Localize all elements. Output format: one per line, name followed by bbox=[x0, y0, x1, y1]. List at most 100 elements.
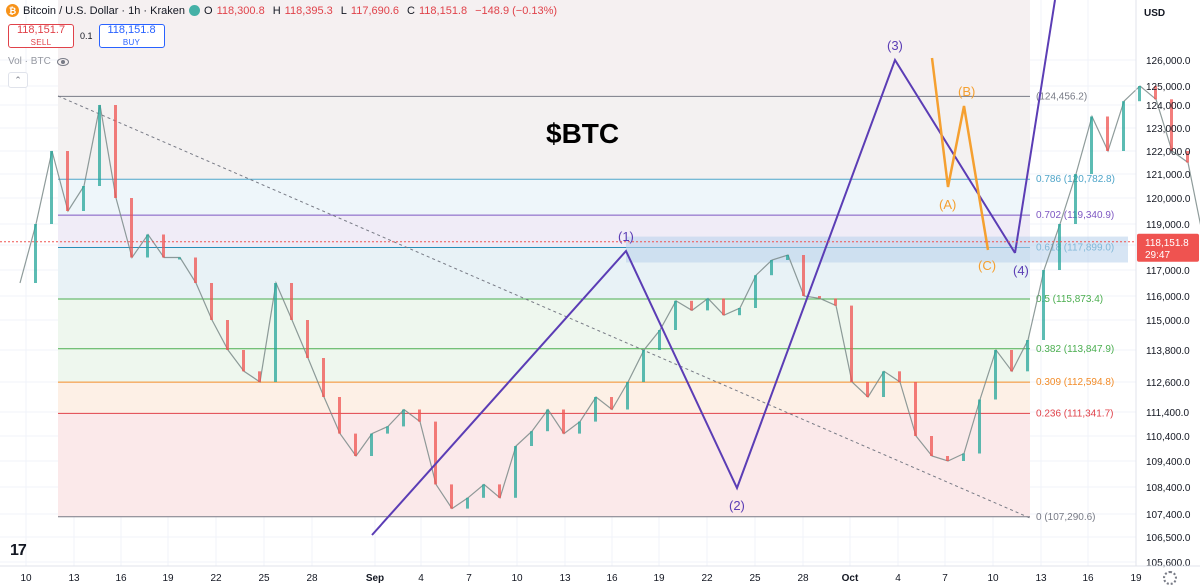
price-tick-label: 122,000.0 bbox=[1146, 147, 1191, 158]
close-label: C bbox=[407, 4, 415, 17]
candle bbox=[914, 382, 917, 436]
gear-icon[interactable] bbox=[1163, 571, 1177, 585]
candle bbox=[786, 255, 789, 260]
candle bbox=[466, 497, 469, 509]
highlight-zone bbox=[626, 236, 1128, 263]
order-quantity[interactable]: 0.1 bbox=[80, 31, 93, 41]
candle bbox=[370, 433, 373, 456]
time-tick-label: 4 bbox=[418, 573, 424, 584]
buy-button[interactable]: 118,151.8 BUY bbox=[98, 24, 165, 48]
fib-zone bbox=[58, 348, 1030, 383]
elliott-impulse-wave bbox=[371, 57, 1016, 536]
market-open-icon bbox=[189, 5, 201, 16]
time-tick-label: Oct bbox=[842, 573, 859, 584]
candle bbox=[770, 260, 773, 276]
candle bbox=[818, 296, 821, 299]
price-tick-label: 113,800.0 bbox=[1146, 346, 1190, 357]
price-series bbox=[19, 85, 1200, 510]
time-tick-label: 13 bbox=[68, 573, 80, 584]
volume-label[interactable]: Vol · BTC bbox=[8, 56, 51, 67]
candle bbox=[258, 371, 261, 382]
price-tick-label: 124,000.0 bbox=[1146, 101, 1191, 112]
candle bbox=[722, 298, 725, 316]
time-tick-label: 19 bbox=[162, 573, 174, 584]
fib-label-0-5: 0.5 (115,873.4) bbox=[1036, 294, 1103, 305]
currency-label[interactable]: USD bbox=[1144, 8, 1166, 19]
candle bbox=[386, 426, 389, 434]
candle bbox=[898, 371, 901, 382]
last-price-value: 118,151.8 bbox=[1145, 238, 1189, 249]
candle bbox=[114, 105, 117, 198]
price-tick-label: 126,000.0 bbox=[1146, 56, 1191, 67]
time-tick-label: 7 bbox=[942, 573, 948, 584]
candle bbox=[34, 224, 37, 283]
wave-label-correction-2: (B) bbox=[958, 84, 975, 99]
candle bbox=[514, 446, 517, 498]
candle bbox=[546, 409, 549, 432]
fib-zone bbox=[58, 413, 1030, 517]
candle bbox=[674, 300, 677, 330]
time-tick-label: 13 bbox=[559, 573, 571, 584]
sell-button[interactable]: 118,151.7 SELL bbox=[8, 24, 74, 48]
candle bbox=[1058, 224, 1061, 270]
candle bbox=[930, 436, 933, 456]
price-tick-label: 110,400.0 bbox=[1146, 432, 1190, 443]
tradingview-logo[interactable]: 17 bbox=[10, 542, 27, 559]
candle bbox=[1122, 101, 1125, 151]
high-value: 118,395.3 bbox=[284, 4, 333, 17]
fib-zone bbox=[58, 96, 1030, 180]
price-tick-label: 105,600.0 bbox=[1146, 558, 1191, 569]
candle bbox=[578, 421, 581, 434]
fib-label-0-382: 0.382 (113,847.9) bbox=[1036, 344, 1114, 355]
candle bbox=[882, 371, 885, 397]
elliott-correction-wave bbox=[930, 57, 990, 251]
sell-price: 118,151.7 bbox=[16, 23, 66, 36]
candle bbox=[354, 433, 357, 456]
fib-zone bbox=[58, 179, 1030, 216]
candle bbox=[562, 409, 565, 434]
candle bbox=[994, 350, 997, 400]
collapse-legend-button[interactable]: ⌃ bbox=[8, 72, 28, 88]
last-price-tag bbox=[1137, 233, 1199, 262]
time-tick-label: 22 bbox=[701, 573, 713, 584]
candle bbox=[226, 320, 229, 350]
open-label: O bbox=[204, 4, 213, 17]
eye-icon[interactable] bbox=[56, 57, 69, 66]
buy-label: BUY bbox=[122, 37, 141, 47]
price-tick-label: 112,600.0 bbox=[1146, 378, 1190, 389]
candle bbox=[82, 186, 85, 211]
fib-label-0-236: 0.236 (111,341.7) bbox=[1036, 408, 1113, 419]
wave-label-impulse-2: (2) bbox=[729, 498, 745, 513]
candle bbox=[434, 421, 437, 485]
candle bbox=[626, 382, 629, 410]
candle bbox=[530, 431, 533, 446]
symbol-title[interactable]: Bitcoin / U.S. Dollar · 1h · Kraken bbox=[23, 4, 186, 17]
time-tick-label: 4 bbox=[895, 573, 901, 584]
candle bbox=[754, 275, 757, 308]
open-value: 118,300.8 bbox=[216, 4, 265, 17]
candle bbox=[690, 300, 693, 311]
fib-label-0-309: 0.309 (112,594.8) bbox=[1036, 377, 1114, 388]
price-tick-label: 109,400.0 bbox=[1146, 457, 1191, 468]
price-tick-label: 125,000.0 bbox=[1146, 82, 1191, 93]
price-tick-label: 121,000.0 bbox=[1146, 170, 1191, 181]
price-tick-label: 116,000.0 bbox=[1146, 292, 1190, 303]
price-tick-label: 111,400.0 bbox=[1146, 408, 1189, 419]
high-label: H bbox=[272, 4, 281, 17]
candle bbox=[1074, 174, 1077, 224]
price-tick-label: 108,400.0 bbox=[1146, 483, 1191, 494]
change-value: −148.9 (−0.13%) bbox=[475, 4, 558, 17]
candle bbox=[210, 283, 213, 320]
candle bbox=[962, 453, 965, 461]
time-axis[interactable]: 10 13 16 19 22 25 28 Sep 4 7 10 13 16 19 22 25 28 Oct 4 7 10… bbox=[0, 565, 1200, 584]
wave-label-correction-1: (A) bbox=[939, 197, 956, 212]
candle bbox=[706, 298, 709, 311]
time-tick-label: 25 bbox=[258, 573, 270, 584]
price-axis[interactable]: 126,000.0 125,000.0 124,000.0 123,000.0 122,… bbox=[1135, 0, 1191, 569]
fib-label-0: 0 (107,290.6) bbox=[1036, 512, 1096, 523]
candle bbox=[146, 234, 149, 258]
time-tick-label: 22 bbox=[210, 573, 222, 584]
price-tick-label: 107,400.0 bbox=[1146, 510, 1191, 521]
